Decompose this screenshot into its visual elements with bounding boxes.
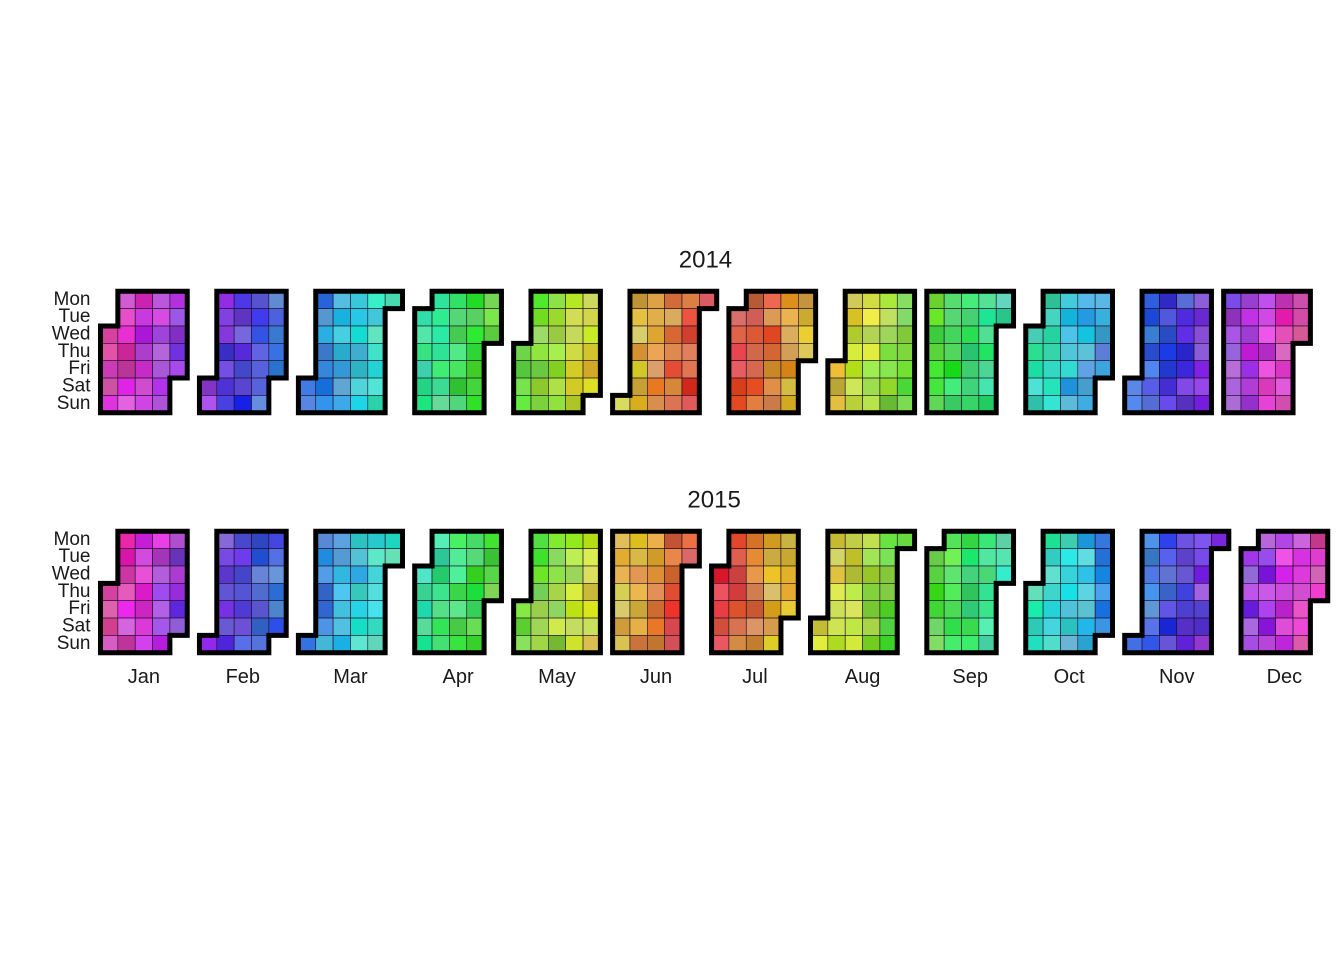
svg-text:2014: 2014 [679,246,732,273]
svg-text:May: May [538,666,576,688]
svg-text:Mar: Mar [333,666,368,688]
svg-text:Jun: Jun [640,666,672,688]
svg-text:Oct: Oct [1054,666,1086,688]
svg-text:Sun: Sun [57,633,91,654]
svg-text:Jul: Jul [742,666,768,688]
svg-text:Apr: Apr [443,666,474,688]
svg-text:Nov: Nov [1159,666,1195,688]
svg-text:Dec: Dec [1267,666,1303,688]
svg-text:Sun: Sun [57,393,91,414]
svg-text:Aug: Aug [845,666,881,688]
svg-text:2015: 2015 [687,486,740,513]
svg-text:Feb: Feb [226,666,260,688]
svg-text:Jan: Jan [128,666,160,688]
svg-text:Sep: Sep [952,666,988,688]
